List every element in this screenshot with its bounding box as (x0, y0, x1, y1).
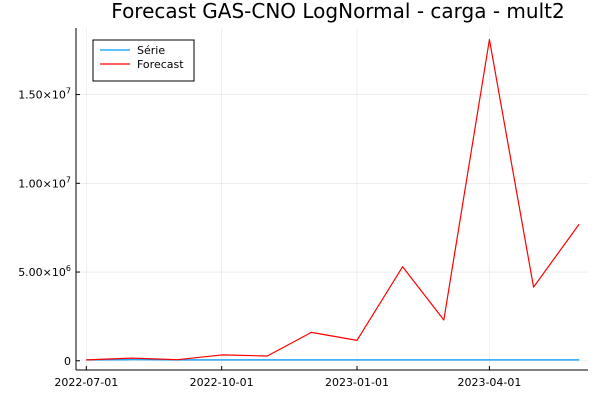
data-point (401, 359, 403, 361)
data-point (356, 339, 358, 341)
data-point (220, 354, 222, 356)
legend-box (92, 39, 195, 82)
x-tick-label: 2022-07-01 (54, 376, 118, 389)
data-point (488, 359, 490, 361)
series-lines (85, 38, 580, 361)
data-point (266, 355, 268, 357)
data-point (488, 38, 490, 40)
data-point (578, 359, 580, 361)
data-point (220, 359, 222, 361)
data-point (532, 286, 534, 288)
data-point (85, 359, 87, 361)
x-tick-label: 2023-01-01 (325, 376, 389, 389)
axes (75, 28, 588, 371)
data-point (578, 223, 580, 225)
grid (76, 28, 588, 370)
data-point (266, 359, 268, 361)
series-line-forecast (86, 38, 580, 361)
y-tick-label: 5.00×106 (18, 264, 71, 279)
data-point (131, 357, 133, 359)
data-point (310, 331, 312, 333)
x-tick-label: 2022-10-01 (190, 376, 254, 389)
data-point (443, 319, 445, 321)
y-tick-label: 0 (64, 355, 71, 368)
tick-labels: 2022-07-01 2022-10-01 2023-01-01 2023-04-01… (18, 87, 521, 389)
data-point (176, 359, 178, 361)
data-point (356, 359, 358, 361)
data-point (310, 359, 312, 361)
data-point (443, 359, 445, 361)
data-point (532, 359, 534, 361)
y-tick-label: 1.50×107 (18, 87, 71, 102)
y-tick-label: 1.00×107 (18, 175, 71, 190)
data-point (401, 266, 403, 268)
legend-label: Série (137, 44, 165, 57)
x-tick-label: 2023-04-01 (457, 376, 521, 389)
legend-label: Forecast (137, 58, 184, 71)
chart-title: Forecast GAS-CNO LogNormal - carga - mul… (111, 0, 564, 23)
